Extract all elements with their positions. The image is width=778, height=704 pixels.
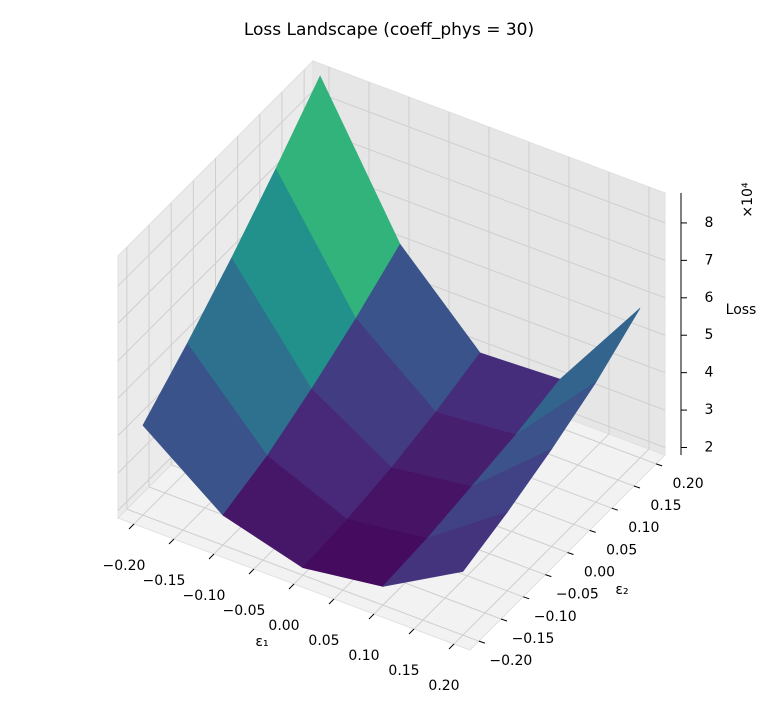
x-tick-label: 0.20 (428, 678, 459, 694)
x-tick-label: 0.05 (308, 633, 339, 649)
labels: −0.20−0.15−0.10−0.050.000.050.100.150.20… (103, 215, 714, 694)
tick-mark (288, 583, 295, 590)
z-offset-label: ×10⁴ (740, 182, 756, 218)
grid-line (126, 508, 480, 642)
tick-mark (655, 463, 663, 467)
x-tick-label: 0.15 (388, 663, 419, 679)
z-tick-label: 2 (705, 440, 714, 456)
z-axis-label: Loss (726, 302, 757, 318)
z-tick-label: 7 (705, 252, 714, 268)
y-tick-label: −0.15 (512, 631, 555, 647)
z-tick-label: 8 (705, 215, 714, 231)
y-tick-label: 0.15 (650, 498, 681, 514)
z-tick-label: 5 (705, 327, 714, 343)
x-axis-label: ε₁ (255, 634, 268, 650)
y-tick-label: −0.20 (489, 653, 532, 669)
grid-line (312, 90, 666, 224)
surface (142, 75, 641, 587)
tick-mark (128, 523, 135, 530)
x-tick-label: −0.05 (223, 603, 266, 619)
tick-mark (478, 640, 486, 644)
y-axis-label: ε₂ (615, 582, 628, 598)
tick-mark (500, 618, 508, 622)
tick-mark (523, 596, 530, 600)
grid-line (312, 127, 666, 261)
tick-mark (408, 628, 415, 635)
tick-mark (611, 507, 618, 511)
y-tick-label: −0.10 (534, 609, 577, 625)
tick-mark (208, 553, 215, 560)
tick-mark (168, 538, 175, 545)
chart-title: Loss Landscape (coeff_phys = 30) (244, 20, 534, 40)
surface-patch (382, 511, 509, 587)
y-tick-label: 0.00 (584, 565, 615, 581)
tick-mark (248, 568, 255, 575)
z-tick-label: 3 (705, 402, 714, 418)
x-tick-label: −0.15 (143, 573, 186, 589)
tick-mark (567, 552, 574, 555)
x-tick-label: 0.10 (348, 648, 379, 664)
tick-mark (633, 485, 641, 489)
tick-mark (368, 613, 375, 620)
z-tick-label: 4 (705, 365, 714, 381)
y-tick-label: 0.05 (606, 542, 637, 558)
tick-mark (328, 598, 335, 605)
tick-mark (448, 643, 455, 650)
y-tick-label: −0.05 (556, 587, 599, 603)
tick-mark (589, 529, 596, 533)
z-tick-label: 6 (705, 290, 714, 306)
y-tick-label: 0.20 (673, 476, 704, 492)
tick-mark (545, 574, 552, 578)
x-tick-label: −0.10 (183, 588, 226, 604)
y-tick-label: 0.10 (628, 520, 659, 536)
grid-line (117, 90, 314, 287)
x-tick-label: 0.00 (268, 618, 299, 634)
x-tick-label: −0.20 (103, 558, 146, 574)
